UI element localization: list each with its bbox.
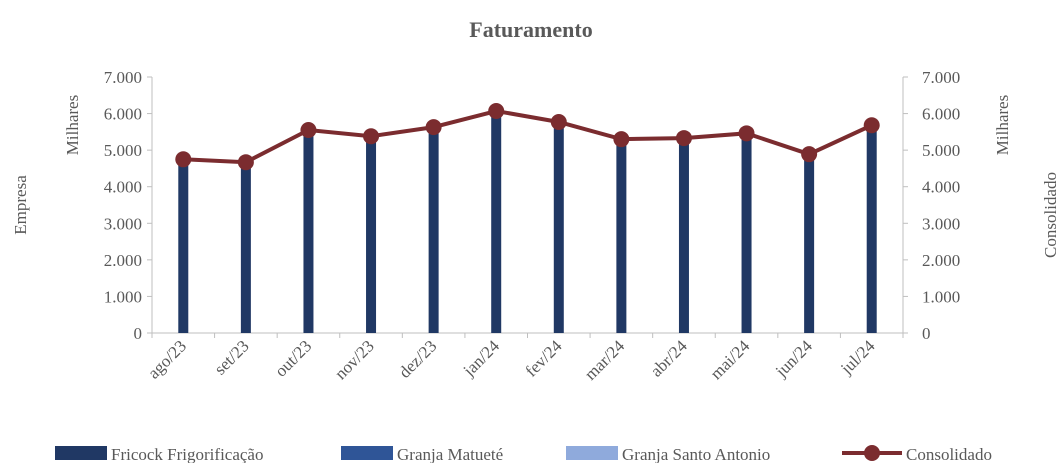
x-tick-label: ago/23 xyxy=(144,336,190,382)
y2-tick-label: 0 xyxy=(922,324,931,343)
bar xyxy=(240,160,251,333)
bar xyxy=(741,134,752,333)
x-tick-label: nov/23 xyxy=(331,336,378,383)
line-marker xyxy=(300,122,317,139)
y-axis-label: Empresa xyxy=(11,175,30,235)
legend-marker xyxy=(864,445,880,461)
legend-label: Fricock Frigorificação xyxy=(111,445,263,463)
y-tick-label: 2.000 xyxy=(104,251,142,270)
y2-tick-label: 5.000 xyxy=(922,141,960,160)
line-marker xyxy=(675,130,692,147)
y-tick-label: 3.000 xyxy=(104,214,142,233)
legend-swatch xyxy=(55,446,107,460)
y2-tick-label: 7.000 xyxy=(922,68,960,87)
chart-title: Faturamento xyxy=(469,17,592,42)
y2-tick-label: 6.000 xyxy=(922,105,960,124)
x-tick-label: fev/24 xyxy=(521,336,565,380)
line-marker xyxy=(738,125,755,142)
legend-swatch xyxy=(341,446,393,460)
bar xyxy=(491,112,502,333)
line-marker xyxy=(175,151,192,168)
legend-label: Granja Santo Antonio xyxy=(622,445,770,463)
legend-swatch xyxy=(566,446,618,460)
line-marker xyxy=(613,131,630,148)
line-marker xyxy=(863,117,880,134)
bar xyxy=(804,155,815,333)
legend-label: Consolidado xyxy=(906,445,992,463)
y-tick-label: 7.000 xyxy=(104,68,142,87)
bar xyxy=(866,126,877,334)
x-tick-label: jan/24 xyxy=(459,336,504,381)
y-tick-label: 0 xyxy=(134,324,143,343)
y-tick-label: 1.000 xyxy=(104,287,142,306)
line-marker xyxy=(425,119,442,136)
bar xyxy=(616,140,627,333)
line xyxy=(183,108,873,165)
line-marker xyxy=(488,103,505,120)
x-tick-label: set/23 xyxy=(211,336,253,378)
y2-tick-label: 3.000 xyxy=(922,214,960,233)
y2-tick-label: 2.000 xyxy=(922,251,960,270)
line-marker xyxy=(237,154,254,171)
y2-unit-label: Milhares xyxy=(993,95,1012,155)
y2-tick-label: 4.000 xyxy=(922,178,960,197)
y-tick-label: 4.000 xyxy=(104,178,142,197)
x-tick-label: mar/24 xyxy=(581,336,629,384)
bar xyxy=(366,136,377,333)
line-marker xyxy=(801,146,818,163)
bar xyxy=(303,131,314,333)
x-tick-label: mai/24 xyxy=(707,336,754,383)
y-unit-label: Milhares xyxy=(63,95,82,155)
x-tick-label: abr/24 xyxy=(647,336,691,380)
x-tick-label: out/23 xyxy=(271,336,315,380)
y-tick-label: 6.000 xyxy=(104,105,142,124)
bar xyxy=(178,160,189,333)
y2-axis-label: Consolidado xyxy=(1041,172,1060,258)
x-tick-label: dez/23 xyxy=(395,336,440,381)
y-tick-label: 5.000 xyxy=(104,141,142,160)
line-marker xyxy=(363,128,380,145)
bar xyxy=(678,140,689,333)
x-tick-label: jun/24 xyxy=(771,336,816,381)
x-tick-label: jul/24 xyxy=(836,336,879,379)
y2-tick-label: 1.000 xyxy=(922,287,960,306)
line-marker xyxy=(550,113,567,130)
bar xyxy=(428,130,439,333)
legend-label: Granja Matueté xyxy=(397,445,503,463)
bar xyxy=(553,121,564,334)
